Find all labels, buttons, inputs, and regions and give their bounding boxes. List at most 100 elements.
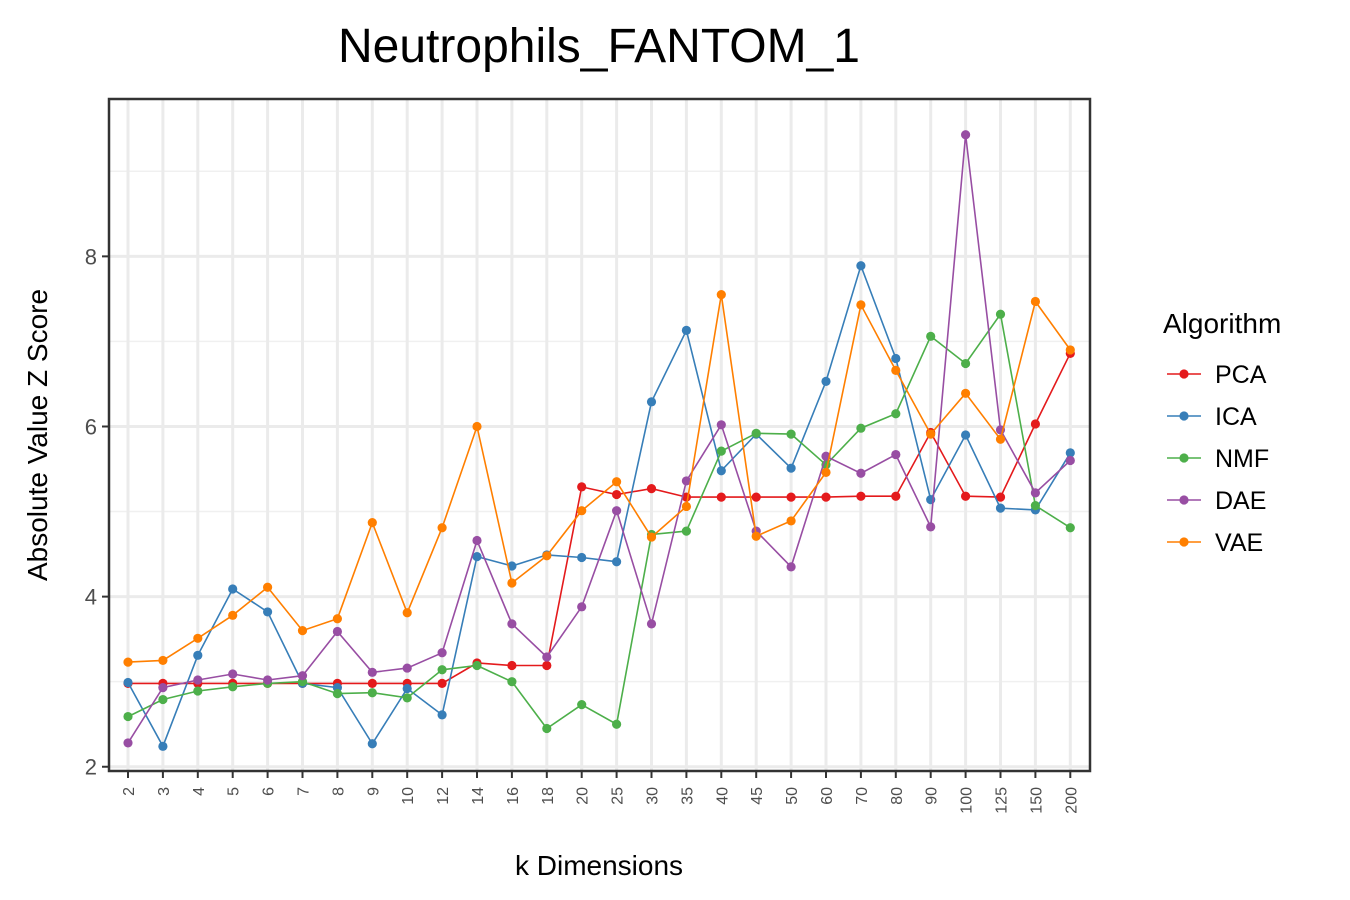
x-tick-label: 125: [994, 787, 1011, 814]
series-vae: [123, 290, 1075, 667]
data-point-vae: [961, 388, 971, 398]
legend-key-point: [1179, 369, 1189, 379]
legend-label: ICA: [1215, 403, 1257, 431]
data-point-vae: [472, 421, 482, 432]
data-point-nmf: [472, 660, 482, 671]
data-point-dae: [158, 683, 168, 693]
data-point-ica: [612, 557, 622, 567]
legend-label: PCA: [1215, 361, 1267, 389]
data-point-dae: [577, 602, 587, 612]
y-axis-title: Absolute Value Z Score: [22, 289, 53, 581]
x-tick-label: 50: [784, 787, 801, 805]
data-point-dae: [402, 663, 412, 673]
x-axis: 2 3 4 5 6 7 8 9 10 12 14 16 18 20 25 30 35 40 45 50 60 70 80 90…: [121, 771, 1080, 814]
data-point-ica: [367, 739, 377, 749]
x-tick-label: 80: [889, 787, 906, 805]
data-point-vae: [577, 506, 587, 516]
data-point-dae: [681, 476, 692, 486]
data-point-dae: [1030, 488, 1040, 498]
data-point-dae: [856, 468, 866, 478]
data-point-ica: [437, 710, 447, 720]
plot-background: [109, 99, 1090, 771]
data-point-pca: [856, 491, 866, 501]
data-point-vae: [891, 365, 901, 375]
data-point-ica: [123, 677, 133, 688]
data-point-dae: [646, 619, 657, 629]
data-point-dae: [716, 420, 726, 430]
x-tick-label: 18: [540, 787, 557, 805]
data-point-nmf: [681, 526, 692, 536]
data-point-nmf: [228, 682, 238, 692]
legend-key-point: [1179, 411, 1189, 421]
x-tick-label: 90: [924, 787, 941, 805]
data-point-ica: [681, 325, 692, 335]
data-point-dae: [332, 626, 342, 637]
data-point-nmf: [193, 686, 203, 696]
data-point-vae: [786, 516, 796, 526]
x-tick-label: 14: [470, 787, 487, 805]
data-point-ica: [228, 584, 238, 594]
x-tick-label: 10: [400, 787, 417, 805]
data-point-pca: [821, 492, 831, 502]
data-point-ica: [961, 430, 971, 440]
data-point-vae: [856, 300, 866, 310]
data-point-dae: [961, 130, 971, 140]
x-tick-label: 60: [819, 787, 836, 805]
data-point-nmf: [437, 665, 447, 675]
legend-label: NMF: [1215, 445, 1269, 473]
data-point-vae: [1065, 345, 1075, 355]
data-point-nmf: [926, 331, 936, 341]
data-point-pca: [961, 491, 971, 501]
series-line-vae: [127, 294, 1071, 663]
legend-label: VAE: [1215, 529, 1263, 557]
data-point-vae: [926, 429, 936, 439]
x-tick-label: 16: [505, 787, 522, 805]
y-tick-label: 4: [85, 585, 97, 610]
data-point-ica: [786, 463, 796, 473]
data-point-ica: [821, 376, 831, 387]
data-point-vae: [716, 290, 726, 300]
data-point-nmf: [367, 688, 377, 698]
data-point-dae: [472, 535, 482, 546]
data-point-vae: [821, 467, 831, 478]
data-point-nmf: [995, 309, 1006, 319]
data-point-vae: [542, 551, 552, 561]
legend-item-dae: DAE: [1167, 487, 1266, 515]
x-axis-title: k Dimensions: [515, 850, 683, 881]
data-point-dae: [507, 619, 517, 629]
data-point-pca: [891, 491, 901, 501]
x-tick-label: 100: [959, 787, 976, 814]
data-point-ica: [507, 561, 517, 571]
data-point-vae: [402, 608, 412, 618]
data-point-dae: [123, 738, 133, 748]
data-point-nmf: [1030, 501, 1040, 511]
data-point-nmf: [1065, 523, 1075, 533]
x-tick-label: 20: [575, 787, 592, 805]
data-point-pca: [716, 492, 726, 502]
grid: [109, 99, 1090, 771]
data-point-nmf: [577, 700, 587, 710]
data-point-nmf: [786, 429, 796, 439]
x-tick-label: 6: [261, 787, 278, 796]
data-point-pca: [437, 678, 447, 688]
legend-item-pca: PCA: [1167, 361, 1267, 389]
series-line-pca: [128, 352, 1072, 685]
data-point-pca: [786, 492, 796, 502]
x-tick-label: 30: [645, 787, 662, 805]
data-point-pca: [751, 492, 761, 502]
data-point-ica: [263, 607, 273, 617]
legend: Algorithm PCA ICA NMF DAE VAE: [1163, 308, 1281, 557]
data-point-vae: [437, 523, 447, 533]
data-point-nmf: [123, 711, 133, 722]
y-tick-label: 6: [85, 414, 97, 439]
y-tick-label: 8: [85, 244, 97, 269]
data-point-dae: [263, 675, 273, 685]
x-tick-label: 70: [854, 787, 871, 805]
data-point-vae: [751, 531, 761, 541]
x-tick-label: 8: [330, 787, 347, 796]
data-point-dae: [891, 449, 901, 460]
x-tick-label: 5: [226, 787, 243, 796]
data-point-ica: [577, 552, 587, 563]
data-point-nmf: [402, 693, 412, 703]
